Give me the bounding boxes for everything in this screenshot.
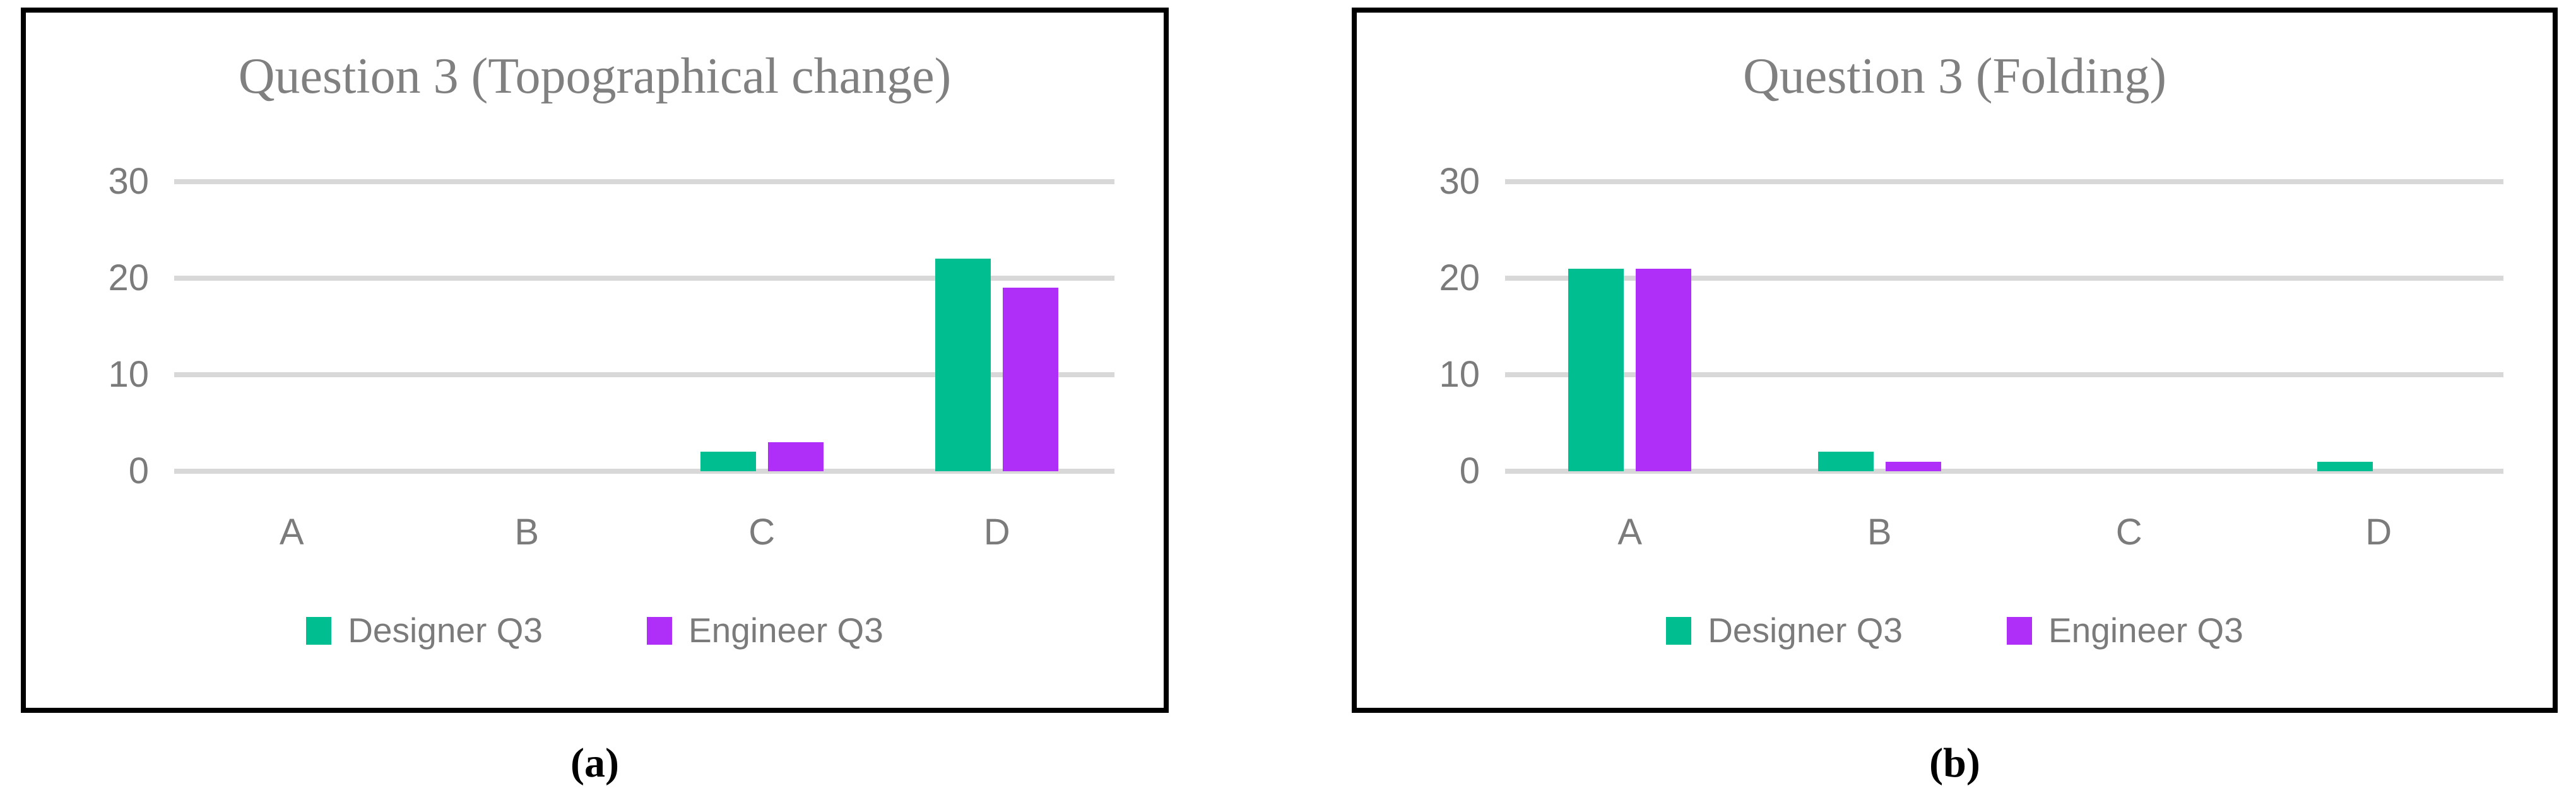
category-label-C: C	[2115, 512, 2142, 553]
bar-group-B	[410, 182, 645, 471]
gridline	[1505, 275, 2503, 281]
bar-group-D	[2254, 182, 2504, 471]
y-tick-label: 0	[1459, 450, 1480, 491]
legend-label: Engineer Q3	[688, 611, 883, 650]
bar-engineer-q3-C	[767, 442, 824, 471]
legend-label: Designer Q3	[348, 611, 543, 650]
y-tick-label: 10	[1439, 353, 1480, 395]
legend: Designer Q3 Engineer Q3	[1357, 613, 2553, 648]
bar-group-A	[174, 182, 410, 471]
plot-area: 30 20 10 0 A B C D	[1439, 163, 2503, 551]
figure-row: Question 3 (Topographical change) 30 20 10 0…	[21, 8, 2558, 787]
gridline	[1505, 179, 2503, 184]
category-label-C: C	[748, 512, 776, 553]
category-label-B: B	[514, 512, 540, 553]
category-label-D: D	[983, 512, 1010, 553]
chart-folding: Question 3 (Folding) 30 20 10 0 A B C D Designer …	[1352, 8, 2558, 713]
bar-groups	[174, 182, 1114, 471]
category-label-D: D	[2365, 512, 2392, 553]
bar-engineer-q3-B	[1885, 461, 1941, 471]
y-tick-label: 0	[128, 450, 149, 491]
bar-group-A	[1505, 182, 1755, 471]
chart-title: Question 3 (Topographical change)	[238, 49, 952, 104]
y-tick-label: 10	[108, 353, 149, 395]
legend-label: Engineer Q3	[2048, 611, 2243, 650]
gridline	[1505, 469, 2503, 474]
legend-swatch-icon	[646, 616, 672, 645]
bar-engineer-q3-D	[1003, 288, 1059, 471]
bar-designer-q3-D	[935, 259, 991, 471]
legend-label: Designer Q3	[1708, 611, 1903, 650]
x-axis-labels: A B C D	[174, 514, 1114, 551]
bar-engineer-q3-A	[1636, 268, 1692, 471]
category-label-B: B	[1867, 512, 1892, 553]
legend-item-designer-q3: Designer Q3	[306, 613, 543, 648]
gridline	[1505, 372, 2503, 377]
legend-item-designer-q3: Designer Q3	[1666, 613, 1903, 648]
chart-topographical-change: Question 3 (Topographical change) 30 20 10 0…	[21, 8, 1169, 713]
bar-designer-q3-B	[1817, 452, 1874, 471]
plot-area: 30 20 10 0 A B C D	[108, 163, 1114, 551]
caption-a: (a)	[570, 740, 619, 786]
bar-group-B	[1755, 182, 2005, 471]
caption-b: (b)	[1929, 740, 1980, 786]
bar-groups	[1505, 182, 2503, 471]
legend-swatch-icon	[306, 616, 332, 645]
category-label-A: A	[1617, 512, 1643, 553]
bar-designer-q3-C	[700, 452, 756, 471]
gridline	[174, 469, 1114, 474]
legend: Designer Q3 Engineer Q3	[26, 613, 1164, 648]
legend-item-engineer-q3: Engineer Q3	[646, 611, 883, 650]
y-tick-label: 20	[1439, 257, 1480, 298]
bar-designer-q3-D	[2317, 461, 2373, 471]
bar-group-C	[644, 182, 880, 471]
panel-b: Question 3 (Folding) 30 20 10 0 A B C D Designer …	[1352, 8, 2558, 787]
bar-group-D	[880, 182, 1115, 471]
y-tick-label: 20	[108, 257, 149, 298]
legend-swatch-icon	[1666, 616, 1692, 645]
panel-a: Question 3 (Topographical change) 30 20 10 0…	[21, 8, 1169, 787]
y-tick-label: 30	[1439, 161, 1480, 202]
bar-designer-q3-A	[1568, 268, 1624, 471]
legend-item-engineer-q3: Engineer Q3	[2006, 611, 2243, 650]
gridline	[174, 179, 1114, 184]
category-label-A: A	[279, 512, 304, 553]
y-tick-label: 30	[108, 161, 149, 202]
legend-swatch-icon	[2006, 616, 2032, 645]
chart-title: Question 3 (Folding)	[1742, 49, 2167, 104]
bar-group-C	[2004, 182, 2254, 471]
gridline	[174, 275, 1114, 281]
gridline	[174, 372, 1114, 377]
x-axis-labels: A B C D	[1505, 514, 2503, 551]
